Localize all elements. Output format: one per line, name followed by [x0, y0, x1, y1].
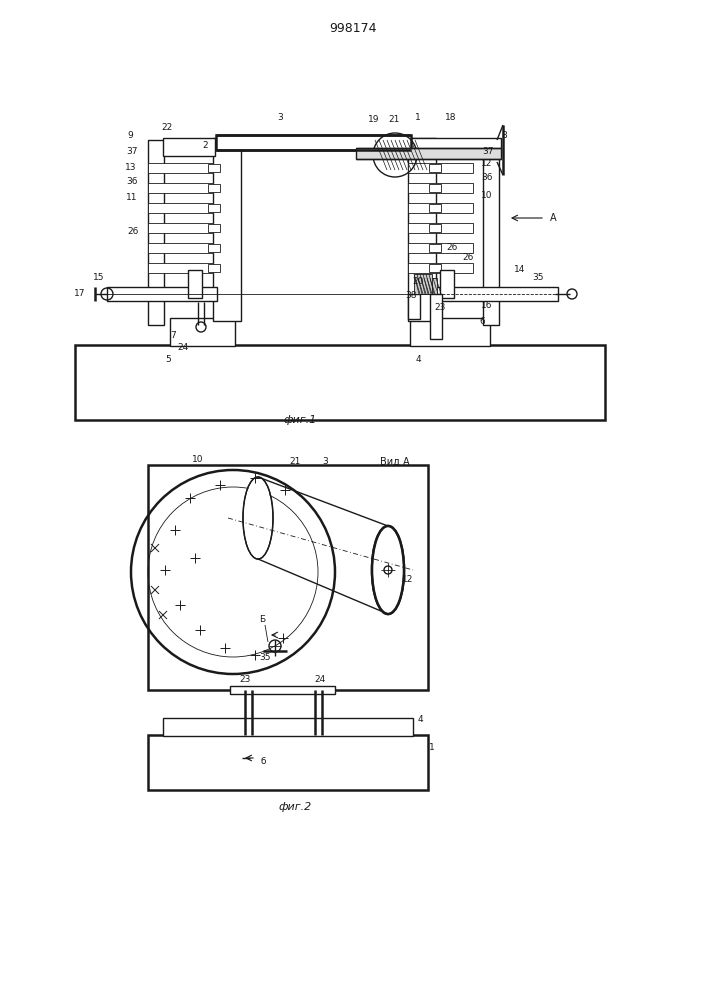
Text: б: б — [260, 758, 266, 766]
Bar — [356, 148, 501, 159]
Bar — [107, 287, 217, 301]
Text: 21: 21 — [388, 115, 399, 124]
Text: 35: 35 — [259, 654, 271, 662]
Bar — [208, 264, 220, 272]
Bar — [429, 244, 441, 252]
Bar — [433, 287, 558, 301]
Text: A: A — [550, 213, 556, 223]
Text: 26: 26 — [446, 243, 457, 252]
Text: фиг.2: фиг.2 — [279, 802, 312, 812]
Text: фиг.1: фиг.1 — [284, 415, 317, 425]
Bar — [148, 183, 213, 193]
Text: 6: 6 — [479, 318, 485, 326]
Text: 24: 24 — [177, 342, 189, 352]
Bar — [163, 138, 215, 156]
Bar — [410, 318, 490, 346]
Bar — [429, 184, 441, 192]
Bar — [408, 183, 473, 193]
Text: 18: 18 — [445, 113, 457, 122]
Bar — [408, 294, 420, 319]
Circle shape — [384, 566, 392, 574]
Text: 23: 23 — [239, 676, 251, 684]
Bar — [429, 164, 441, 172]
Bar — [430, 294, 442, 339]
Bar — [230, 686, 335, 694]
Text: Б: Б — [259, 615, 265, 624]
Bar — [188, 270, 202, 298]
Text: 24: 24 — [315, 676, 326, 684]
Text: 11: 11 — [127, 194, 138, 202]
Bar — [429, 264, 441, 272]
Bar — [163, 718, 413, 736]
Text: 13: 13 — [125, 162, 136, 172]
Bar — [408, 138, 501, 156]
Bar — [408, 138, 436, 321]
Bar — [148, 140, 164, 325]
Ellipse shape — [373, 527, 403, 613]
Bar — [429, 224, 441, 232]
Bar — [148, 223, 213, 233]
Text: 22: 22 — [161, 122, 173, 131]
Text: 20: 20 — [412, 277, 423, 286]
Text: 36: 36 — [481, 174, 493, 182]
Text: 37: 37 — [127, 147, 138, 156]
Text: 12: 12 — [481, 158, 493, 167]
Text: 26: 26 — [462, 253, 474, 262]
Bar — [170, 318, 235, 346]
Text: Вид А: Вид А — [380, 457, 409, 467]
Text: 5: 5 — [165, 356, 171, 364]
Bar — [75, 345, 605, 420]
Text: 998174: 998174 — [329, 21, 377, 34]
Bar — [208, 224, 220, 232]
Bar — [208, 184, 220, 192]
Text: 10: 10 — [192, 456, 204, 464]
Bar — [408, 203, 473, 213]
Bar — [408, 243, 473, 253]
Text: 1: 1 — [429, 744, 435, 752]
Text: 4: 4 — [415, 356, 421, 364]
Text: 14: 14 — [514, 265, 526, 274]
Bar — [213, 138, 241, 321]
Text: 15: 15 — [93, 273, 105, 282]
Text: 21: 21 — [289, 458, 300, 466]
Bar — [408, 163, 473, 173]
Bar — [148, 735, 428, 790]
Text: 37: 37 — [482, 147, 493, 156]
Bar — [408, 263, 473, 273]
Bar — [208, 244, 220, 252]
Bar — [148, 263, 213, 273]
Bar — [216, 135, 411, 150]
Ellipse shape — [244, 478, 272, 558]
Bar — [208, 204, 220, 212]
Text: 3: 3 — [322, 458, 328, 466]
Text: 10: 10 — [481, 190, 493, 200]
Text: 2: 2 — [202, 141, 208, 150]
Text: 35: 35 — [532, 273, 544, 282]
Text: 26: 26 — [127, 228, 139, 236]
Bar — [429, 204, 441, 212]
Bar — [414, 274, 432, 294]
Text: 38: 38 — [405, 292, 416, 300]
Text: 4: 4 — [417, 716, 423, 724]
Text: 8: 8 — [501, 130, 507, 139]
Text: 17: 17 — [74, 288, 86, 298]
Text: 36: 36 — [127, 178, 138, 186]
Bar — [408, 223, 473, 233]
Bar — [483, 140, 499, 325]
Bar — [415, 278, 437, 294]
Bar — [440, 270, 454, 298]
Text: 16: 16 — [481, 300, 493, 310]
Bar — [208, 164, 220, 172]
Text: 1: 1 — [415, 113, 421, 122]
Text: 9: 9 — [127, 130, 133, 139]
Bar — [148, 243, 213, 253]
Text: 3: 3 — [277, 113, 283, 122]
Text: 23: 23 — [434, 304, 445, 312]
Text: 19: 19 — [368, 115, 380, 124]
Text: 12: 12 — [402, 576, 414, 584]
Bar — [148, 465, 428, 690]
Bar — [148, 163, 213, 173]
Bar — [148, 203, 213, 213]
Text: 7: 7 — [170, 330, 176, 340]
